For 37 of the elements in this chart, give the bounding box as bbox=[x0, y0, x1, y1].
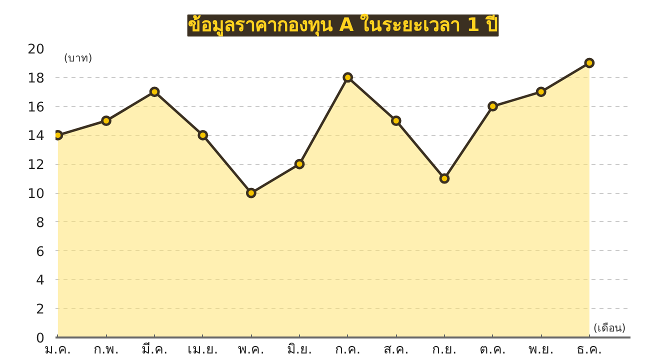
y-tick-label: 2 bbox=[36, 302, 45, 318]
point bbox=[439, 173, 450, 184]
y-tick-label: 12 bbox=[28, 158, 45, 174]
point bbox=[584, 58, 595, 68]
x-tick-label: ก.ค. bbox=[335, 342, 361, 358]
x-tick-label: ต.ค. bbox=[480, 342, 506, 358]
y-axis-title: (บาท) bbox=[64, 52, 92, 64]
x-tick-label: ก.พ. bbox=[94, 342, 119, 358]
point bbox=[246, 188, 256, 198]
y-tick-label: 16 bbox=[28, 100, 45, 116]
y-tick-label: 8 bbox=[36, 216, 45, 231]
x-tick-label: ก.ย. bbox=[432, 342, 457, 358]
x-tick-label: พ.ย. bbox=[528, 342, 554, 358]
x-tick-label: ม.ค. bbox=[44, 342, 72, 358]
point bbox=[342, 72, 354, 83]
point bbox=[294, 158, 305, 170]
y-tick-label: 10 bbox=[28, 187, 45, 202]
point bbox=[149, 86, 160, 98]
point bbox=[536, 86, 546, 98]
x-tick-label: มิ.ย. bbox=[286, 342, 312, 358]
point bbox=[488, 101, 498, 112]
chart-title: ข้อมูลราคากองทุน A ในระยะเวลา 1 ปี bbox=[188, 13, 498, 37]
y-tick-label: 0 bbox=[36, 332, 45, 346]
y-tick-label: 20 bbox=[28, 42, 45, 58]
x-axis-title: (เดือน) bbox=[593, 322, 626, 334]
x-tick-label: ส.ค. bbox=[383, 342, 409, 358]
y-tick-label: 4 bbox=[36, 274, 45, 289]
y-tick-label: 6 bbox=[36, 244, 45, 260]
point bbox=[198, 130, 208, 140]
point bbox=[390, 116, 402, 126]
y-tick-label: 14 bbox=[28, 129, 45, 144]
y-tick-label: 18 bbox=[28, 71, 45, 86]
point bbox=[100, 116, 112, 126]
x-tick-label: มี.ค. bbox=[141, 342, 168, 358]
x-tick-label: ธ.ค. bbox=[576, 342, 602, 358]
x-tick-label: เม.ย. bbox=[188, 342, 218, 358]
x-tick-label: พ.ค. bbox=[238, 342, 264, 358]
